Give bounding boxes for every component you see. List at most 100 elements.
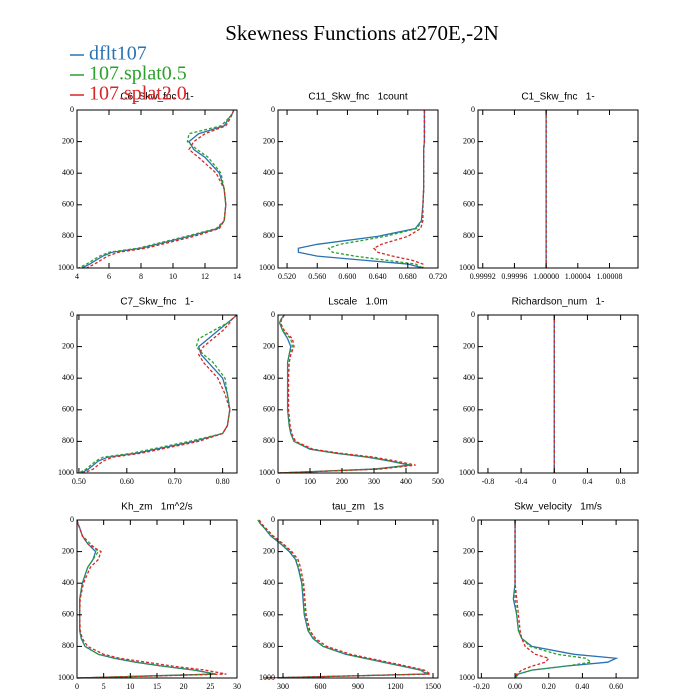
panel-title: C1_Skw_fnc 1- bbox=[521, 92, 594, 103]
y-tick-label: 600 bbox=[62, 200, 74, 209]
y-tick-label: 400 bbox=[463, 578, 475, 587]
y-tick-label: 600 bbox=[263, 200, 275, 209]
x-tick-label: -0.20 bbox=[473, 682, 490, 691]
y-tick-label: 400 bbox=[463, 168, 475, 177]
x-tick-label: 600 bbox=[315, 682, 327, 691]
y-tick-label: 200 bbox=[62, 341, 74, 350]
y-tick-label: 200 bbox=[263, 136, 275, 145]
series-line bbox=[257, 519, 429, 679]
x-tick-label: 300 bbox=[277, 682, 289, 691]
x-tick-label: 5 bbox=[102, 682, 106, 691]
y-tick-label: 800 bbox=[62, 641, 74, 650]
x-tick-label: 0.560 bbox=[308, 272, 326, 281]
x-tick-label: 20 bbox=[180, 682, 188, 691]
x-tick-label: 100 bbox=[304, 477, 316, 486]
x-tick-label: 0.80 bbox=[216, 477, 230, 486]
series-line bbox=[78, 314, 238, 474]
series-line bbox=[83, 314, 238, 474]
y-tick-label: 800 bbox=[263, 641, 275, 650]
series-line bbox=[277, 314, 411, 474]
series-line bbox=[76, 519, 216, 679]
y-tick-label: 0 bbox=[471, 105, 475, 114]
y-tick-label: 600 bbox=[62, 405, 74, 414]
y-tick-label: 400 bbox=[263, 373, 275, 382]
y-tick-label: 200 bbox=[62, 136, 74, 145]
x-tick-label: -0.8 bbox=[482, 477, 495, 486]
x-tick-label: 0.99992 bbox=[470, 272, 496, 281]
y-tick-label: 200 bbox=[62, 546, 74, 555]
x-tick-label: 25 bbox=[206, 682, 214, 691]
x-tick-label: 0.20 bbox=[542, 682, 556, 691]
y-tick-label: 1000 bbox=[58, 263, 74, 272]
x-tick-label: 6 bbox=[107, 272, 111, 281]
legend-text: 107.splat0.5 bbox=[89, 63, 187, 85]
x-tick-label: 1.00004 bbox=[565, 272, 591, 281]
plot-frame bbox=[76, 314, 238, 474]
panel-title: Kh_zm 1m^2/s bbox=[121, 502, 192, 513]
x-tick-label: 0.60 bbox=[609, 682, 623, 691]
x-tick-label: 0.99996 bbox=[501, 272, 527, 281]
y-tick-label: 0 bbox=[271, 105, 275, 114]
x-tick-label: 1.00008 bbox=[596, 272, 622, 281]
plot-frame bbox=[277, 314, 439, 474]
y-tick-label: 0 bbox=[271, 515, 275, 524]
y-tick-label: 200 bbox=[463, 341, 475, 350]
series-line bbox=[514, 520, 550, 679]
y-tick-label: 600 bbox=[62, 610, 74, 619]
panel-title: Skw_velocity 1m/s bbox=[514, 502, 602, 513]
series-line bbox=[372, 110, 426, 268]
x-tick-label: 0 bbox=[75, 682, 79, 691]
y-tick-label: 0 bbox=[70, 515, 74, 524]
x-tick-label: 200 bbox=[336, 477, 348, 486]
y-tick-label: 600 bbox=[463, 405, 475, 414]
x-tick-label: 0.40 bbox=[575, 682, 589, 691]
series-line bbox=[514, 520, 593, 679]
x-tick-label: -0.4 bbox=[515, 477, 528, 486]
x-tick-label: 30 bbox=[233, 682, 241, 691]
y-tick-label: 0 bbox=[471, 310, 475, 319]
x-tick-label: 1500 bbox=[425, 682, 441, 691]
y-tick-label: 800 bbox=[263, 231, 275, 240]
y-tick-label: 0 bbox=[70, 105, 74, 114]
x-tick-label: 0.520 bbox=[278, 272, 296, 281]
y-tick-label: 200 bbox=[463, 546, 475, 555]
series-line bbox=[86, 109, 235, 269]
series-line bbox=[327, 110, 426, 269]
y-tick-label: 400 bbox=[263, 168, 275, 177]
x-tick-label: 0 bbox=[552, 477, 556, 486]
series-line bbox=[81, 109, 235, 269]
plot-frame bbox=[277, 519, 439, 679]
x-tick-label: 8 bbox=[139, 272, 143, 281]
legend-text: 107.splat2.0 bbox=[89, 83, 187, 105]
x-tick-label: 0.720 bbox=[429, 272, 447, 281]
panel-title: tau_zm 1s bbox=[332, 502, 384, 513]
y-tick-label: 800 bbox=[463, 436, 475, 445]
y-tick-label: 400 bbox=[463, 373, 475, 382]
x-tick-label: 400 bbox=[400, 477, 412, 486]
panel-title: Richardson_num 1- bbox=[512, 297, 605, 308]
plot-frame bbox=[76, 109, 238, 269]
y-tick-label: 200 bbox=[263, 546, 275, 555]
series-line bbox=[277, 314, 416, 474]
x-tick-label: 0.680 bbox=[399, 272, 417, 281]
series-line bbox=[258, 519, 433, 679]
chart-title: Skewness Functions at270E,-2N bbox=[225, 21, 499, 45]
panel-title: C11_Skw_fnc 1count bbox=[308, 92, 408, 103]
y-tick-label: 800 bbox=[62, 436, 74, 445]
series-line bbox=[257, 519, 431, 679]
y-tick-label: 400 bbox=[62, 578, 74, 587]
x-tick-label: 0.60 bbox=[120, 477, 134, 486]
y-tick-label: 600 bbox=[263, 610, 275, 619]
y-tick-label: 1000 bbox=[459, 673, 475, 682]
y-tick-label: 1000 bbox=[58, 673, 74, 682]
y-tick-label: 0 bbox=[271, 310, 275, 319]
x-tick-label: 14 bbox=[233, 272, 241, 281]
series-line bbox=[277, 314, 410, 474]
x-tick-label: 1.00000 bbox=[533, 272, 559, 281]
x-tick-label: 0.00 bbox=[508, 682, 522, 691]
y-tick-label: 800 bbox=[463, 641, 475, 650]
y-tick-label: 600 bbox=[463, 610, 475, 619]
y-tick-label: 400 bbox=[263, 578, 275, 587]
